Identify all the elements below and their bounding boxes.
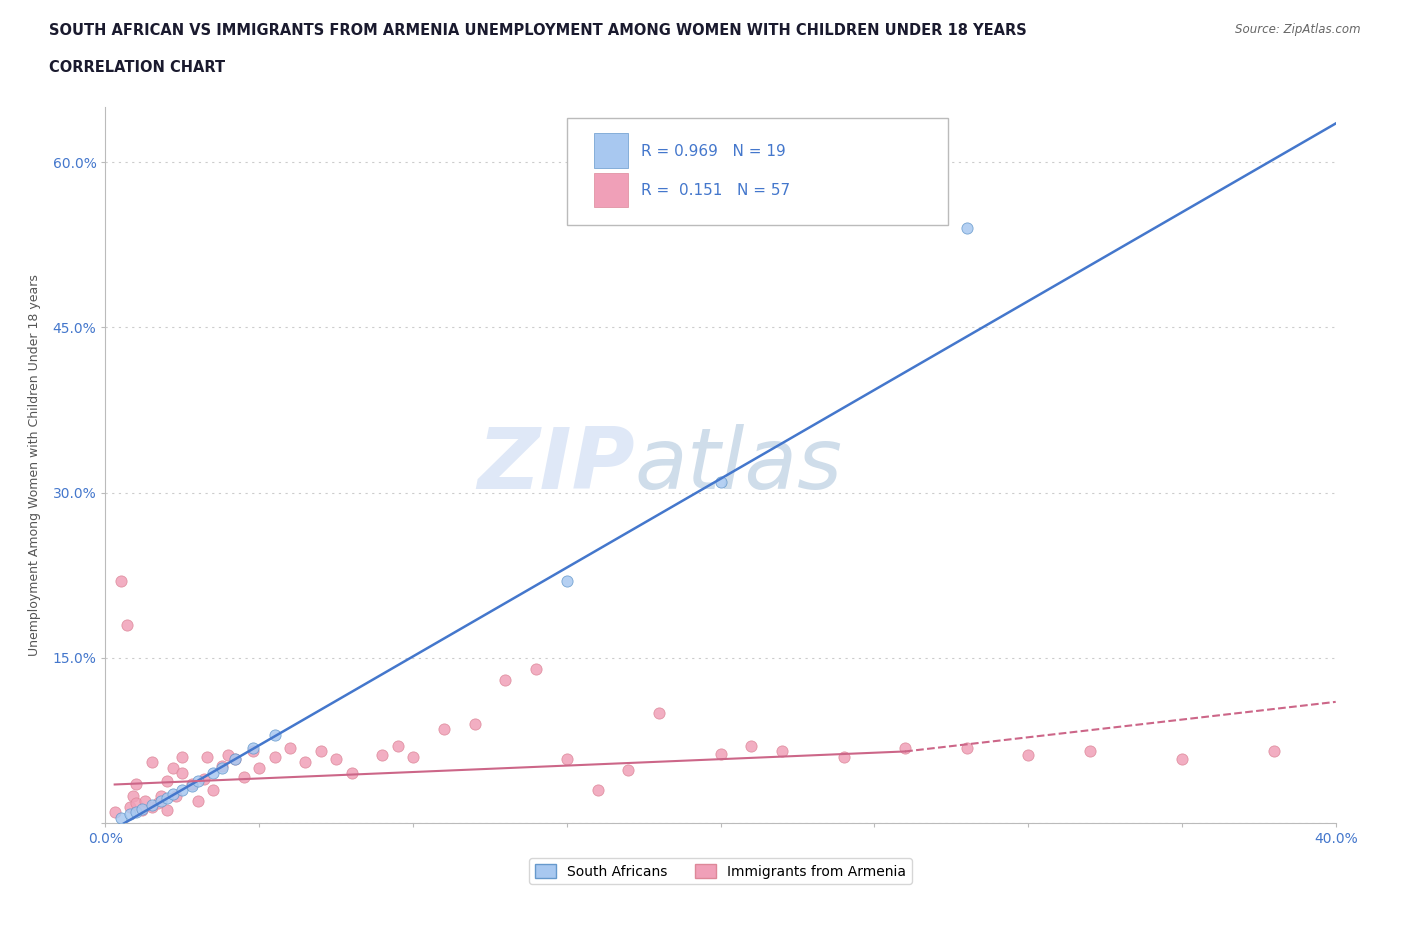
Point [202, 766, 225, 781]
Legend: South Africans, Immigrants from Armenia: South Africans, Immigrants from Armenia [530, 858, 911, 884]
Bar [593, 173, 628, 207]
Point [211, 758, 233, 773]
Point [586, 782, 609, 797]
Point [433, 722, 456, 737]
Point [211, 761, 233, 776]
Point [617, 763, 640, 777]
Point [156, 774, 179, 789]
Text: CORRELATION CHART: CORRELATION CHART [49, 60, 225, 75]
FancyBboxPatch shape [567, 118, 948, 225]
Text: atlas: atlas [634, 423, 842, 507]
Point [710, 474, 733, 489]
Point [165, 788, 187, 803]
Point [195, 750, 218, 764]
Point [247, 761, 270, 776]
Point [524, 661, 547, 676]
Point [648, 706, 671, 721]
Point [125, 777, 148, 792]
Point [1017, 748, 1039, 763]
Point [464, 716, 486, 731]
Point [149, 788, 172, 803]
Point [110, 810, 132, 825]
Point [141, 755, 163, 770]
Point [122, 788, 145, 803]
Point [125, 796, 148, 811]
Point [894, 740, 917, 755]
Point [131, 803, 153, 817]
Point [263, 750, 285, 764]
Point [1171, 751, 1194, 766]
Point [1263, 744, 1285, 759]
Point [180, 777, 202, 792]
Y-axis label: Unemployment Among Women with Children Under 18 years: Unemployment Among Women with Children U… [28, 274, 41, 656]
Point [187, 793, 209, 808]
Point [555, 573, 578, 588]
Point [172, 766, 194, 781]
Point [110, 573, 132, 588]
Point [832, 750, 855, 764]
Point [387, 738, 409, 753]
Point [187, 774, 209, 789]
Point [156, 803, 179, 817]
Point [555, 751, 578, 766]
Point [115, 618, 138, 632]
Text: R =  0.151   N = 57: R = 0.151 N = 57 [641, 183, 790, 198]
Bar [593, 133, 628, 167]
Point [325, 751, 347, 766]
Point [218, 748, 240, 763]
Point [371, 748, 394, 763]
Point [141, 798, 163, 813]
Point [120, 799, 141, 814]
Point [193, 772, 215, 787]
Point [172, 782, 194, 797]
Point [134, 793, 156, 808]
Point [224, 751, 246, 766]
Point [141, 799, 163, 814]
Point [309, 744, 332, 759]
Point [1078, 744, 1101, 759]
Point [402, 750, 425, 764]
Point [770, 744, 793, 759]
Point [104, 804, 127, 819]
Point [180, 778, 202, 793]
Point [242, 744, 264, 759]
Point [294, 755, 316, 770]
Point [224, 751, 246, 766]
Point [956, 220, 979, 235]
Point [202, 782, 225, 797]
Point [263, 727, 285, 742]
Point [162, 761, 184, 776]
Point [232, 769, 254, 784]
Point [172, 750, 194, 764]
Point [956, 740, 979, 755]
Point [120, 807, 141, 822]
Point [125, 804, 148, 819]
Text: ZIP: ZIP [477, 423, 634, 507]
Point [740, 738, 762, 753]
Point [149, 793, 172, 808]
Point [242, 740, 264, 755]
Point [494, 672, 516, 687]
Text: R = 0.969   N = 19: R = 0.969 N = 19 [641, 144, 786, 159]
Point [156, 790, 179, 805]
Text: Source: ZipAtlas.com: Source: ZipAtlas.com [1236, 23, 1361, 36]
Point [340, 766, 363, 781]
Point [131, 802, 153, 817]
Point [710, 746, 733, 761]
Point [278, 740, 301, 755]
Text: SOUTH AFRICAN VS IMMIGRANTS FROM ARMENIA UNEMPLOYMENT AMONG WOMEN WITH CHILDREN : SOUTH AFRICAN VS IMMIGRANTS FROM ARMENIA… [49, 23, 1026, 38]
Point [162, 787, 184, 802]
Point [146, 796, 169, 811]
